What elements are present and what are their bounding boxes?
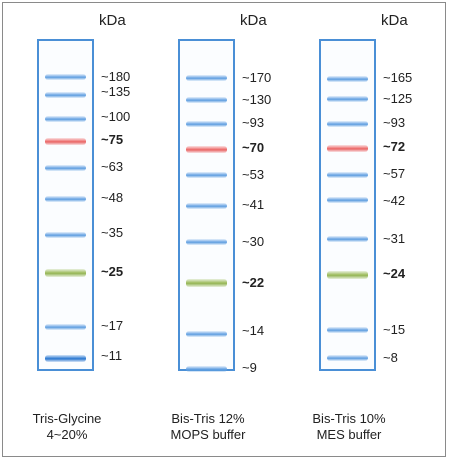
band-75 — [45, 138, 86, 145]
gel-lane — [37, 39, 94, 371]
marker-label: ~130 — [242, 92, 272, 107]
band-35 — [45, 232, 86, 238]
caption-line-1: Tris-Glycine — [32, 411, 102, 426]
marker-label: ~35 — [101, 225, 124, 240]
band-11 — [45, 355, 86, 362]
band-57 — [327, 172, 368, 178]
band-180 — [45, 74, 86, 80]
ladder-panel-bis-tris-mes: kDa ~165 ~125 ~93 ~72 ~57 ~42 ~31 ~24 ~1… — [312, 3, 450, 458]
marker-label: ~165 — [383, 70, 413, 85]
band-100 — [45, 116, 86, 122]
band-24 — [327, 271, 368, 279]
protein-ladder-figure: kDa ~180 ~135 ~100 ~75 ~63 ~48 ~35 ~25 ~… — [2, 2, 446, 457]
marker-label: ~48 — [101, 190, 124, 205]
marker-label: ~180 — [101, 69, 131, 84]
marker-label: ~135 — [101, 84, 131, 99]
band-135 — [45, 92, 86, 98]
band-25 — [45, 269, 86, 277]
band-63 — [45, 165, 86, 171]
marker-label: ~170 — [242, 70, 272, 85]
panel-caption: Tris-Glycine 4~20% — [0, 411, 137, 443]
kda-unit-label: kDa — [381, 12, 408, 29]
panel-caption: Bis-Tris 12% MOPS buffer — [138, 411, 278, 443]
marker-label: ~9 — [242, 360, 257, 375]
band-53 — [186, 172, 227, 178]
panel-caption: Bis-Tris 10% MES buffer — [279, 411, 419, 443]
band-30 — [186, 239, 227, 245]
marker-label: ~63 — [101, 159, 124, 174]
band-125 — [327, 96, 368, 102]
band-48 — [45, 196, 86, 202]
band-22 — [186, 279, 227, 287]
marker-label: ~93 — [242, 115, 265, 130]
marker-label: ~17 — [101, 318, 124, 333]
caption-line-2: MOPS buffer — [170, 427, 246, 442]
marker-label: ~72 — [383, 139, 406, 154]
band-8 — [327, 355, 368, 361]
marker-label: ~14 — [242, 323, 265, 338]
marker-label: ~93 — [383, 115, 406, 130]
marker-label: ~11 — [101, 348, 123, 363]
marker-label: ~41 — [242, 197, 265, 212]
band-72 — [327, 145, 368, 152]
marker-label: ~15 — [383, 322, 406, 337]
marker-label: ~22 — [242, 275, 265, 290]
ladder-panel-tris-glycine: kDa ~180 ~135 ~100 ~75 ~63 ~48 ~35 ~25 ~… — [33, 3, 177, 458]
band-93 — [327, 121, 368, 127]
kda-unit-label: kDa — [240, 12, 267, 29]
marker-label: ~57 — [383, 166, 406, 181]
marker-label: ~100 — [101, 109, 131, 124]
band-41 — [186, 203, 227, 209]
kda-unit-label: kDa — [99, 12, 126, 29]
gel-lane — [319, 39, 376, 371]
band-15 — [327, 327, 368, 333]
gel-lane — [178, 39, 235, 372]
marker-label: ~53 — [242, 167, 265, 182]
marker-label: ~125 — [383, 91, 413, 106]
caption-line-1: Bis-Tris 12% — [171, 411, 245, 426]
marker-label: ~75 — [101, 132, 124, 147]
marker-label: ~31 — [383, 231, 406, 246]
band-165 — [327, 76, 368, 82]
caption-line-2: 4~20% — [46, 427, 88, 442]
caption-line-2: MES buffer — [316, 427, 382, 442]
band-17 — [45, 324, 86, 330]
marker-label: ~25 — [101, 264, 124, 279]
band-130 — [186, 97, 227, 103]
marker-label: ~8 — [383, 350, 398, 365]
band-70 — [186, 146, 227, 153]
marker-label: ~24 — [383, 266, 406, 281]
band-93 — [186, 121, 227, 127]
caption-line-1: Bis-Tris 10% — [312, 411, 386, 426]
marker-label: ~30 — [242, 234, 265, 249]
band-31 — [327, 236, 368, 242]
band-170 — [186, 75, 227, 81]
band-42 — [327, 197, 368, 203]
marker-label: ~70 — [242, 140, 265, 155]
band-14 — [186, 331, 227, 337]
band-9 — [186, 366, 227, 372]
ladder-panel-bis-tris-mops: kDa ~170 ~130 ~93 ~70 ~53 ~41 ~30 ~22 ~1… — [171, 3, 318, 458]
marker-label: ~42 — [383, 193, 406, 208]
